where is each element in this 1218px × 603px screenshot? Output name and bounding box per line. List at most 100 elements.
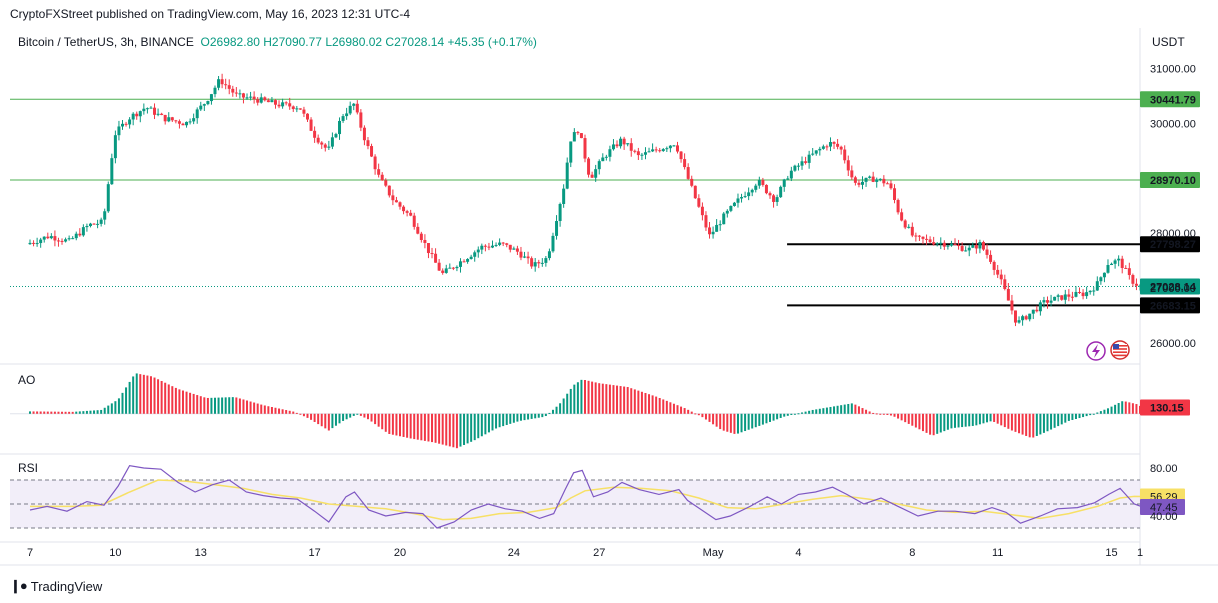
candle-body	[850, 170, 854, 178]
candle-body	[693, 185, 697, 199]
candle-body	[195, 109, 199, 119]
ao-bar	[1114, 404, 1117, 414]
ao-bar	[409, 413, 412, 439]
candle-body	[1038, 302, 1042, 312]
candle-body	[192, 118, 196, 122]
ao-bar	[1082, 413, 1085, 418]
candle-body	[1134, 283, 1138, 286]
ao-bar	[601, 383, 604, 414]
candle-body	[547, 251, 551, 259]
ao-bar	[1099, 411, 1102, 414]
candle-body	[587, 158, 591, 175]
ao-bar	[640, 391, 643, 414]
ao-bar	[765, 413, 768, 424]
candle-body	[974, 245, 978, 249]
ao-bar	[388, 413, 391, 434]
candle-body	[643, 152, 647, 155]
candle-body	[387, 185, 391, 196]
candle-body	[740, 197, 744, 199]
time-tick-label: 15	[1105, 547, 1117, 559]
candle-body	[462, 261, 466, 263]
candle-body	[583, 138, 587, 159]
candle-body	[676, 145, 679, 152]
ao-bar	[665, 400, 668, 414]
candle-body	[273, 100, 277, 105]
candle-body	[313, 130, 317, 138]
candle-body	[843, 149, 847, 161]
candle-body	[1124, 267, 1128, 269]
candle-body	[480, 245, 484, 250]
ao-bar	[701, 413, 704, 418]
ao-bar	[320, 413, 323, 427]
ao-bar	[327, 413, 330, 431]
ao-bar	[96, 410, 99, 414]
candle-body	[839, 146, 843, 150]
ao-bar	[619, 386, 622, 414]
tradingview-footer[interactable]: ❙● TradingView	[10, 578, 102, 594]
ao-bar	[683, 408, 686, 414]
ao-bar	[413, 413, 416, 440]
ao-bar	[395, 413, 398, 436]
candle-body	[1049, 300, 1053, 303]
ao-bar	[278, 408, 281, 414]
candle-body	[64, 239, 68, 242]
candle-body	[74, 233, 78, 239]
ao-bar	[822, 408, 825, 414]
ao-bar	[793, 413, 796, 415]
candle-body	[138, 111, 142, 117]
candle-body	[35, 243, 39, 245]
lightning-icon[interactable]	[1086, 341, 1106, 361]
ao-bar	[527, 413, 530, 420]
ao-bar	[167, 384, 170, 414]
candle-body	[174, 120, 178, 122]
candle-body	[601, 157, 605, 162]
candle-body	[1074, 291, 1078, 297]
rsi-pane-label: RSI	[18, 461, 39, 475]
candle-body	[925, 238, 929, 240]
ao-bar	[932, 413, 935, 436]
ao-bar	[957, 413, 960, 428]
ao-bar	[39, 411, 42, 414]
ao-bar	[228, 397, 231, 414]
ao-bar	[939, 413, 942, 433]
ao-bar	[391, 413, 394, 435]
candle-body	[56, 240, 60, 242]
ao-bar	[381, 413, 384, 430]
candle-body	[971, 245, 975, 248]
us-flag-icon[interactable]	[1110, 340, 1130, 360]
candle-body	[679, 151, 683, 160]
candle-body	[128, 119, 132, 125]
ao-bar	[811, 409, 814, 414]
candle-body	[825, 146, 829, 148]
candle-body	[49, 236, 53, 239]
ao-bar	[1064, 413, 1067, 423]
candle-body	[1056, 295, 1060, 297]
ao-value-label: 130.15	[1150, 403, 1184, 415]
candle-body	[818, 148, 822, 151]
ao-bar	[836, 405, 839, 414]
candle-body	[256, 99, 260, 103]
candle-body	[39, 239, 43, 244]
ao-bar	[32, 411, 35, 414]
candle-body	[512, 248, 516, 250]
candle-body	[338, 120, 342, 135]
candle-body	[686, 167, 690, 179]
ao-bar	[680, 406, 683, 414]
ao-bar	[324, 413, 327, 429]
ao-bar	[174, 387, 177, 414]
ao-bar	[438, 413, 441, 444]
ao-bar	[256, 403, 259, 414]
high-value: H27090.77	[263, 35, 322, 49]
ao-bar	[142, 374, 145, 414]
candle-body	[519, 251, 523, 258]
ao-bar	[658, 398, 661, 414]
ao-bar	[911, 413, 914, 426]
ao-bar	[1103, 409, 1106, 414]
ao-bar	[662, 399, 665, 414]
ao-bar	[598, 383, 601, 414]
ao-bar	[455, 413, 458, 449]
time-tick-label: 11	[992, 547, 1003, 559]
ao-bar	[758, 413, 761, 426]
ao-bar	[1014, 413, 1017, 432]
